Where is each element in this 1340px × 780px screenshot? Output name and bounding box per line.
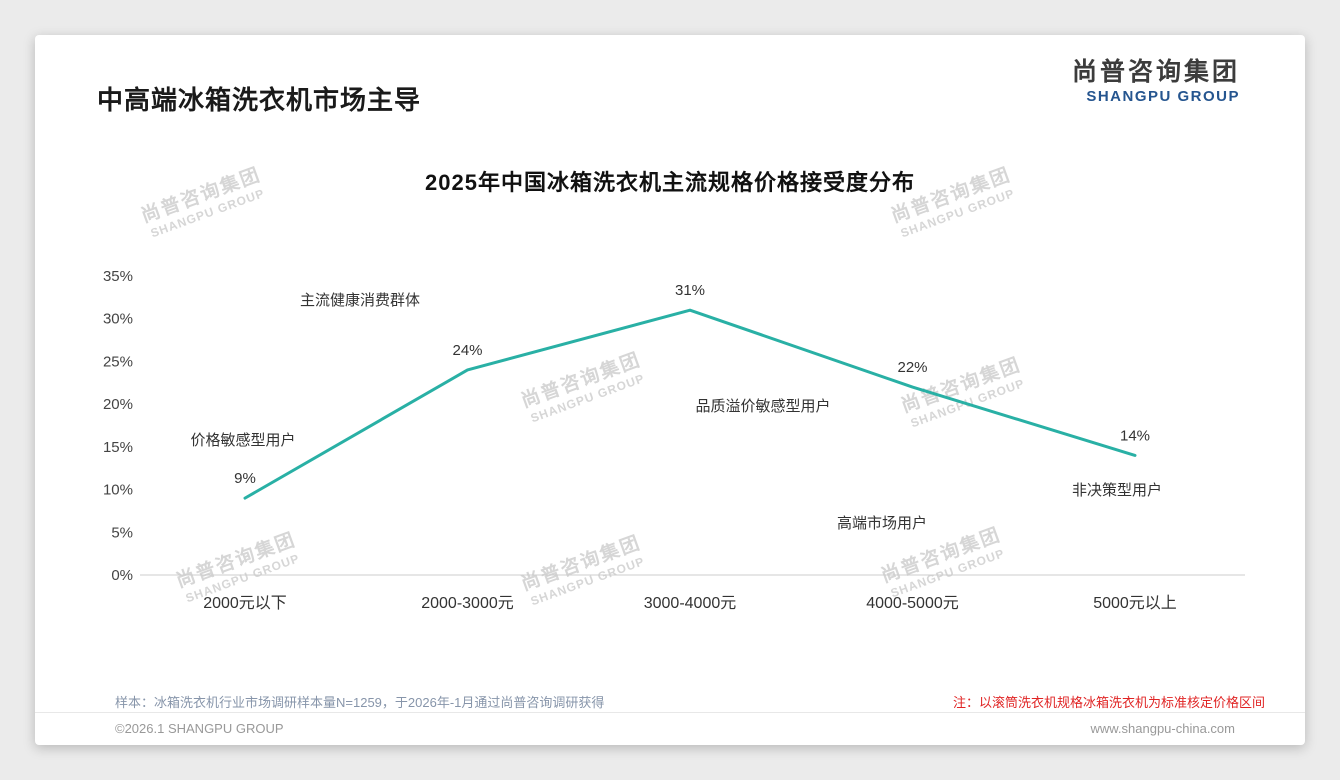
y-tick-label: 25% [103, 353, 133, 370]
value-label: 31% [675, 282, 705, 299]
value-label: 9% [234, 470, 256, 487]
logo-text-cn: 尚普咨询集团 [1071, 58, 1240, 86]
logo-text-en: SHANGPU GROUP [1086, 88, 1240, 106]
y-tick-label: 20% [103, 396, 133, 413]
category-label: 3000-4000元 [644, 595, 737, 612]
annotation-label: 品质溢价敏感型用户 [695, 398, 830, 415]
slide-card: 尚普咨询集团 SHANGPU GROUP 尚普咨询集团 SHANGPU GROUP 尚普… [35, 35, 1305, 745]
category-label: 5000元以上 [1093, 594, 1177, 612]
value-label: 24% [452, 342, 482, 359]
value-label: 14% [1120, 427, 1150, 444]
y-tick-label: 0% [111, 567, 133, 584]
y-tick-label: 15% [103, 439, 133, 456]
chart-title: 2025年中国冰箱洗衣机主流规格价格接受度分布 [425, 170, 915, 195]
footer-divider [35, 712, 1305, 713]
annotation-label: 主流健康消费群体 [300, 292, 420, 309]
annotation-label: 非决策型用户 [1072, 482, 1162, 499]
category-label: 2000元以下 [203, 595, 287, 612]
annotation-label: 高端市场用户 [837, 515, 927, 532]
copyright-text: ©2026.1 SHANGPU GROUP [115, 721, 284, 736]
website-url: www.shangpu-china.com [1090, 721, 1235, 736]
logo: 尚普咨询集团 SHANGPU GROUP [1072, 57, 1240, 105]
value-label: 22% [897, 359, 927, 376]
y-tick-label: 35% [103, 268, 133, 285]
y-tick-label: 30% [103, 311, 133, 328]
category-label: 4000-5000元 [866, 595, 959, 612]
y-tick-label: 10% [103, 482, 133, 499]
sample-note: 样本：冰箱洗衣机行业市场调研样本量N=1259，于2026年-1月通过尚普咨询调… [115, 695, 605, 710]
y-tick-label: 5% [111, 524, 133, 541]
page-title: 中高端冰箱洗衣机市场主导 [97, 85, 422, 115]
annotation-label: 价格敏感型用户 [190, 432, 295, 449]
line-chart: 0% 5% 10% 15% 20% 25% 30% 35% 9% 24% 31% 22% 14% 2000… [103, 268, 1245, 612]
category-label: 2000-3000元 [421, 595, 514, 612]
acceptance-line [243, 308, 1137, 500]
price-definition-note: 注：以滚筒洗衣机规格冰箱洗衣机为标准核定价格区间 [952, 695, 1265, 710]
